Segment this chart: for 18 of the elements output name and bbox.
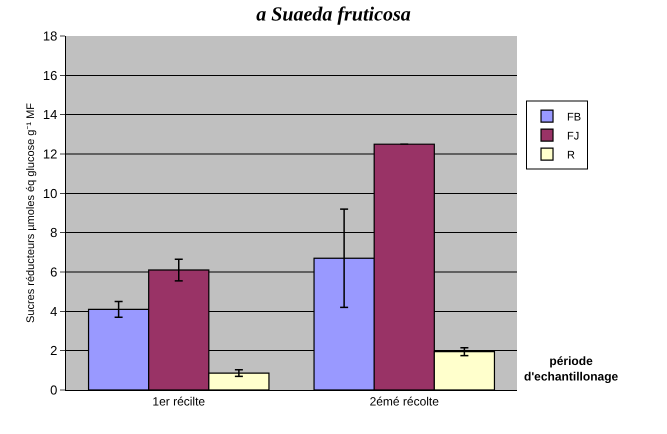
y-tick-label: 16 [42,68,58,83]
y-axis-title: Sucres réducteurs µmoles éq glucose g⁻¹ MF [25,102,37,324]
x-tick-label: 2émé récolte [370,394,440,408]
legend-label: FJ [567,130,580,142]
y-tick-label: 8 [50,225,58,240]
y-tick-label: 2 [50,343,58,358]
x-axis-title: période d'echantillonage [524,354,619,384]
y-tick-label: 0 [50,382,58,398]
y-tick-label: 10 [42,186,58,201]
chart-title: a Suaeda fruticosa [256,4,411,26]
y-tick-label: 6 [50,264,58,280]
y-tick-label: 4 [50,304,58,319]
y-tick-label: 18 [42,28,58,44]
y-tick-label: 12 [42,146,58,162]
legend-label: FB [567,111,582,124]
legend-label: R [567,149,576,162]
y-tick-label: 14 [42,107,58,122]
x-tick-label: 1er récilte [152,394,206,408]
